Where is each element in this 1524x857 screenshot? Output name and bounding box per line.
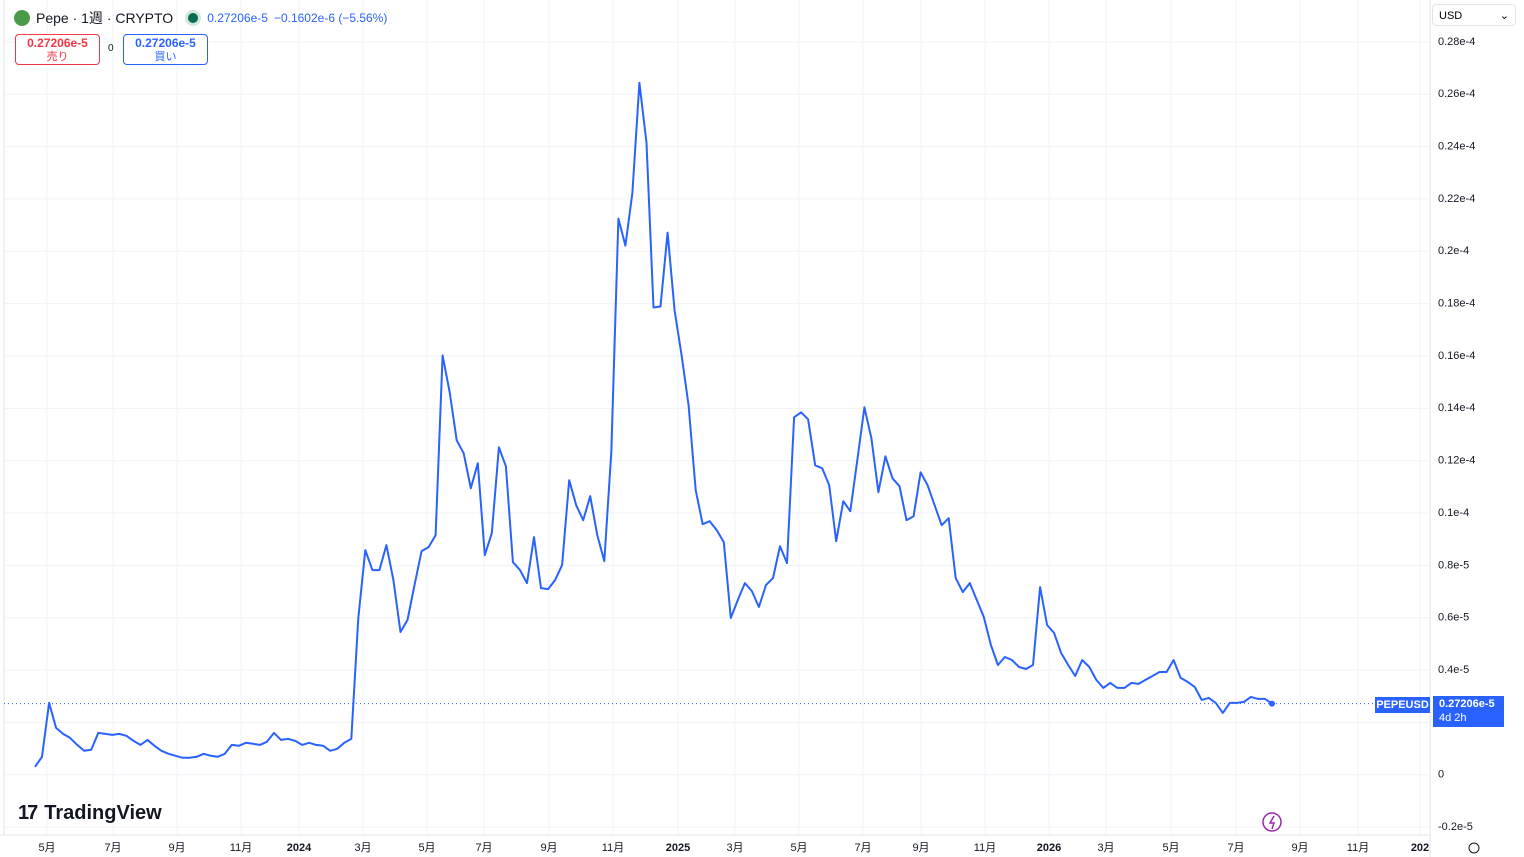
dropdown-arrow: ⌄: [1499, 10, 1509, 22]
x-tick-label: 3月: [1097, 842, 1114, 854]
spread: 0: [108, 43, 114, 54]
y-tick-label: 0.22e-4: [1438, 193, 1475, 205]
y-tick-label: 0.26e-4: [1438, 88, 1475, 100]
sell-label: 売り: [46, 51, 69, 63]
x-tick-label: 5月: [1162, 842, 1179, 854]
x-tick-label: 2025: [666, 842, 690, 854]
x-tick-label: 7月: [1227, 842, 1244, 854]
y-tick-label: 0: [1438, 769, 1444, 781]
x-tick-label: 5月: [418, 842, 435, 854]
x-tick-label: 3月: [726, 842, 743, 854]
price-axis-value: 0.27206e-5: [1439, 698, 1495, 710]
y-tick-label: -0.2e-5: [1438, 821, 1473, 833]
y-tick-label: 0.24e-4: [1438, 140, 1475, 152]
y-tick-label: 0.1e-4: [1438, 507, 1469, 519]
symbol-price-tag: PEPEUSD: [1375, 697, 1430, 713]
buy-label: 買い: [154, 51, 177, 63]
y-tick-label: 0.18e-4: [1438, 298, 1475, 310]
symbol-icon: [14, 10, 30, 26]
brand-logo[interactable]: 17 TradingView: [18, 802, 162, 825]
y-tick-label: 0.12e-4: [1438, 455, 1475, 467]
x-tick-label: 202: [1411, 842, 1429, 854]
price-change: −0.1602e-6 (−5.56%): [273, 11, 388, 25]
symbol-title[interactable]: Pepe · 1週 · CRYPTO: [36, 10, 174, 26]
y-tick-label: 0.16e-4: [1438, 350, 1475, 362]
y-tick-label: 0.2e-4: [1438, 245, 1469, 257]
x-tick-label: 9月: [912, 842, 929, 854]
x-tick-label: 3月: [354, 842, 371, 854]
settings-icon[interactable]: [1468, 842, 1480, 854]
x-tick-label: 5月: [790, 842, 807, 854]
market-status: [185, 10, 202, 26]
buy-button[interactable]: 0.27206e-5 買い: [123, 34, 208, 65]
x-tick-label: 7月: [854, 842, 871, 854]
y-tick-label: 0.14e-4: [1438, 402, 1475, 414]
price-axis-label: 0.27206e-5 4d 2h: [1433, 696, 1504, 727]
x-tick-label: 9月: [168, 842, 185, 854]
buy-price: 0.27206e-5: [135, 36, 196, 50]
last-price-dot: [1269, 700, 1275, 707]
y-tick-label: 0.28e-4: [1438, 36, 1475, 48]
y-tick-label: 0.8e-5: [1438, 559, 1469, 571]
x-tick-label: 11月: [1347, 842, 1369, 854]
y-tick-label: 0.6e-5: [1438, 612, 1469, 624]
currency: USD: [1439, 10, 1463, 22]
y-tick-label: 0.4e-5: [1438, 664, 1469, 676]
sell-button[interactable]: 0.27206e-5 売り: [15, 34, 100, 65]
event-icon-bolt: [1268, 815, 1276, 830]
x-tick-label: 11月: [974, 842, 996, 854]
x-tick-label: 2026: [1037, 842, 1061, 854]
x-tick-label: 2024: [287, 842, 312, 854]
currency-select[interactable]: USD ⌄: [1432, 4, 1516, 26]
x-tick-label: 11月: [230, 842, 252, 854]
last-price: 0.27206e-5: [207, 11, 268, 25]
x-tick-label: 11月: [602, 842, 624, 854]
event-icon[interactable]: [1262, 812, 1282, 832]
x-tick-label: 7月: [104, 842, 121, 854]
symbol-header: Pepe · 1週 · CRYPTO 0.27206e-5 −0.1602e-6…: [14, 8, 387, 28]
x-tick-label: 7月: [475, 842, 492, 854]
x-tick-label: 9月: [1291, 842, 1308, 854]
brand-name: TradingView: [44, 802, 162, 824]
sell-price: 0.27206e-5: [27, 36, 88, 50]
x-tick-label: 5月: [38, 842, 55, 854]
logo-mark: 17: [18, 802, 38, 824]
bar-countdown: 4d 2h: [1439, 712, 1467, 724]
price-line: [34, 81, 1273, 768]
x-tick-label: 9月: [540, 842, 557, 854]
